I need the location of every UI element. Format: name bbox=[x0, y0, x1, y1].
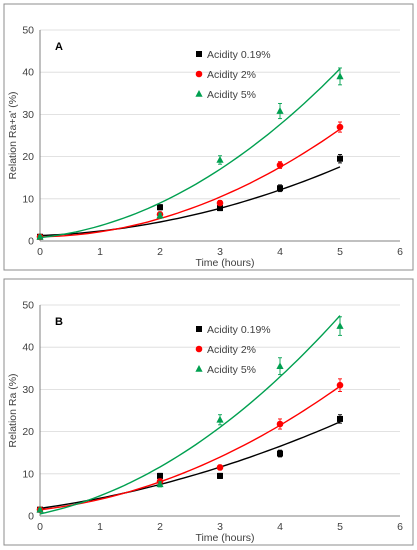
y-axis-title: Relation Ra (%) bbox=[7, 373, 19, 447]
trend-line bbox=[39, 315, 341, 515]
y-tick-label: 50 bbox=[22, 300, 34, 312]
chart-panel-b: 0 10 20 30 40 50 0 1 2 3 4 5 6 Time (hours) Relation R… bbox=[0, 275, 417, 550]
x-tick-label: 1 bbox=[97, 521, 103, 533]
x-tick-label: 0 bbox=[37, 521, 43, 533]
data-point bbox=[276, 362, 284, 369]
chart-a-svg: 0 10 20 30 40 50 0 1 2 3 4 5 6 Time (hours) Relation R… bbox=[3, 3, 414, 271]
x-tick-label: 3 bbox=[217, 246, 223, 258]
trend-line bbox=[39, 128, 341, 238]
trend-line bbox=[39, 68, 341, 239]
y-tick-label: 20 bbox=[22, 426, 34, 438]
data-point bbox=[36, 232, 44, 240]
x-tick-label: 4 bbox=[277, 246, 283, 258]
data-point bbox=[276, 161, 284, 169]
data-point bbox=[336, 381, 344, 389]
series-3 bbox=[36, 67, 344, 240]
legend-marker bbox=[196, 51, 202, 57]
x-tick-label: 1 bbox=[97, 246, 103, 258]
chart-frame bbox=[3, 3, 414, 271]
y-tick-label: 30 bbox=[22, 384, 34, 396]
data-point bbox=[277, 185, 283, 192]
legend-label: Acidity 2% bbox=[207, 69, 256, 81]
chart-frame bbox=[3, 278, 414, 546]
data-point bbox=[337, 415, 343, 422]
legend-marker bbox=[195, 70, 203, 78]
x-tick-label: 6 bbox=[397, 521, 403, 533]
y-axis-title: Relation Ra+a' (%) bbox=[7, 91, 19, 179]
y-tick-label: 50 bbox=[22, 25, 34, 37]
series-2 bbox=[36, 378, 344, 513]
trend-line bbox=[39, 166, 341, 237]
legend: Acidity 0.19% Acidity 2% Acidity 5% bbox=[195, 49, 271, 101]
data-point bbox=[217, 205, 223, 212]
legend-marker bbox=[195, 365, 203, 372]
legend-label: Acidity 0.19% bbox=[207, 49, 271, 61]
x-tick-label: 4 bbox=[277, 521, 283, 533]
data-point bbox=[276, 107, 284, 114]
panel-label: A bbox=[55, 41, 63, 53]
x-tick-label: 2 bbox=[157, 521, 163, 533]
x-tick-label: 6 bbox=[397, 246, 403, 258]
data-point bbox=[216, 464, 224, 471]
data-point bbox=[36, 505, 44, 513]
y-tick-label: 0 bbox=[28, 511, 34, 523]
data-point bbox=[216, 199, 224, 207]
x-tick-label: 2 bbox=[157, 246, 163, 258]
data-point bbox=[157, 204, 163, 211]
y-tick-label: 40 bbox=[22, 342, 34, 354]
y-tick-label: 0 bbox=[28, 236, 34, 248]
legend-marker bbox=[195, 90, 203, 97]
x-axis-title: Time (hours) bbox=[195, 257, 254, 269]
series-3 bbox=[36, 315, 344, 515]
data-point bbox=[337, 155, 343, 162]
x-tick-label: 3 bbox=[217, 521, 223, 533]
data-point bbox=[336, 72, 344, 80]
trend-line bbox=[39, 385, 341, 511]
data-point bbox=[276, 420, 284, 428]
legend-marker bbox=[196, 326, 202, 332]
chart-panel-a: 0 10 20 30 40 50 0 1 2 3 4 5 6 Time (hours) Relation R… bbox=[3, 3, 414, 271]
y-tick-label: 10 bbox=[22, 468, 34, 480]
chart-b-svg: 0 10 20 30 40 50 0 1 2 3 4 5 6 Time (hours) Relation R… bbox=[3, 278, 414, 546]
y-tick-label: 20 bbox=[22, 151, 34, 163]
x-tick-label: 5 bbox=[337, 246, 343, 258]
x-axis-title: Time (hours) bbox=[195, 532, 254, 544]
x-tick-label: 0 bbox=[37, 246, 43, 258]
y-tick-label: 30 bbox=[22, 109, 34, 121]
legend-label: Acidity 0.19% bbox=[207, 324, 271, 336]
panel-label: B bbox=[55, 316, 63, 328]
x-tick-label: 5 bbox=[337, 521, 343, 533]
legend-label: Acidity 5% bbox=[207, 364, 256, 376]
y-tick-label: 40 bbox=[22, 67, 34, 79]
data-point bbox=[217, 472, 223, 479]
legend-label: Acidity 2% bbox=[207, 344, 256, 356]
legend-marker bbox=[195, 345, 203, 353]
legend-label: Acidity 5% bbox=[207, 89, 256, 101]
data-point bbox=[216, 155, 224, 163]
data-point bbox=[277, 450, 283, 457]
data-point bbox=[336, 123, 344, 131]
y-tick-label: 10 bbox=[22, 193, 34, 205]
data-point bbox=[336, 322, 344, 329]
data-point bbox=[156, 480, 164, 488]
legend: Acidity 0.19% Acidity 2% Acidity 5% bbox=[195, 324, 271, 376]
data-point bbox=[157, 472, 163, 479]
data-point bbox=[156, 211, 164, 219]
data-point bbox=[216, 415, 224, 423]
